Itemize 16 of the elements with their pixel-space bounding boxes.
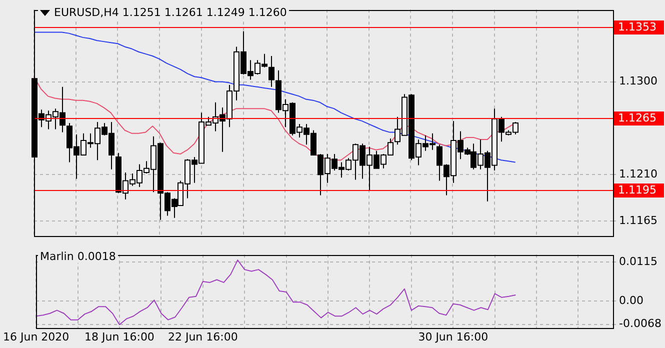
x-tick-label: 30 Jun 16:00 <box>418 330 488 344</box>
chart-title: EURUSD,H4 1.1251 1.1261 1.1249 1.1260 <box>54 6 287 19</box>
candlestick <box>268 56 274 88</box>
ref-line-label: 1.1265 <box>618 111 656 124</box>
ref-line-label: 1.1353 <box>618 20 656 34</box>
y-tick-label: 0.00 <box>619 294 644 308</box>
y-tick-label: 1.1165 <box>619 214 658 227</box>
y-tick-label: 1.1210 <box>619 167 658 180</box>
x-tick-label: 22 Jun 16:00 <box>168 330 238 344</box>
y-tick-label: -0.0068 <box>619 317 662 330</box>
x-tick-label: 18 Jun 16:00 <box>84 330 154 344</box>
ref-line-label: 1.1195 <box>618 183 656 196</box>
x-tick-label: 16 Jun 2020 <box>3 330 70 344</box>
chart-title: Marlin 0.0018 <box>40 250 116 263</box>
y-tick-label: 1.1300 <box>619 74 658 88</box>
y-tick-label: 0.0115 <box>619 254 658 268</box>
